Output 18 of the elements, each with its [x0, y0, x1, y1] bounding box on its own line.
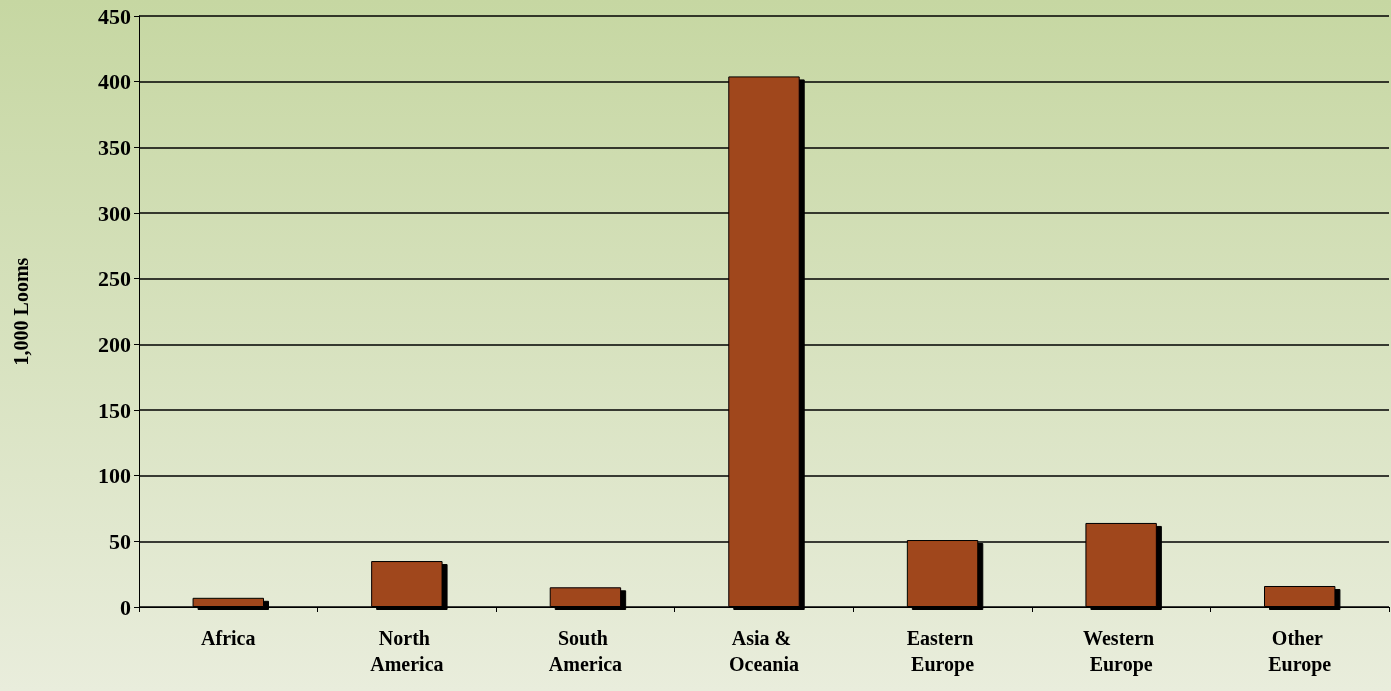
y-tick-label: 0: [120, 594, 131, 620]
y-axis-title: 1,000 Looms: [10, 257, 32, 366]
y-tick-label: 450: [98, 3, 131, 29]
x-tick-label: Africa: [201, 627, 256, 649]
y-tick-label: 100: [98, 463, 131, 489]
x-tick-label: Eastern Europe: [906, 627, 979, 676]
y-tick-label: 350: [98, 134, 131, 160]
x-tick-label: Western Europe: [1083, 627, 1160, 676]
x-tick-label: Other Europe: [1268, 627, 1332, 676]
y-tick-label: 200: [98, 331, 131, 357]
y-tick-label: 50: [109, 528, 131, 554]
x-tick-label: North America: [370, 627, 444, 675]
x-tick-label: Asia & Oceania: [729, 627, 799, 675]
y-tick-label: 400: [98, 69, 131, 95]
y-tick-label: 250: [98, 266, 131, 292]
x-tick-label: South America: [548, 627, 623, 675]
y-tick-label: 150: [98, 397, 131, 423]
y-tick-label: 300: [98, 200, 131, 226]
